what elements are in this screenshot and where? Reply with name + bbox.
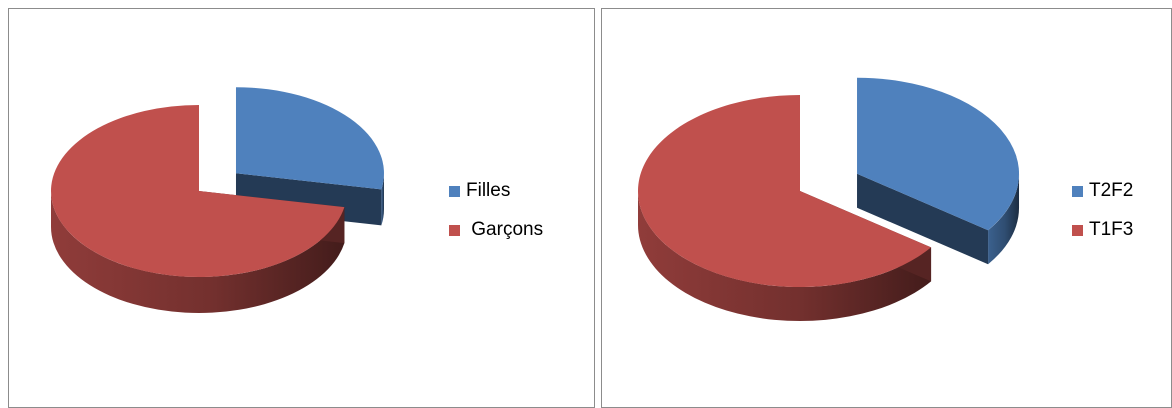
pie-slice-side xyxy=(381,173,384,226)
pie-slice-side xyxy=(638,191,932,322)
pie-slice-top xyxy=(857,77,1020,231)
legend-left: Filles Garçons xyxy=(449,179,543,257)
chart-panel-right: T2F2 T1F3 xyxy=(601,8,1172,408)
pie-slice xyxy=(638,95,932,322)
legend-item: Filles xyxy=(449,179,543,203)
legend-label: Garçons xyxy=(466,219,544,240)
legend-swatch xyxy=(1072,224,1083,236)
legend-right: T2F2 T1F3 xyxy=(1072,179,1133,257)
pie-slice xyxy=(50,105,345,314)
pie-chart-left xyxy=(50,87,384,314)
legend-label: T1F3 xyxy=(1089,219,1134,240)
pie-slice-side xyxy=(51,191,345,314)
legend-item: T2F2 xyxy=(1072,179,1133,203)
legend-item: T1F3 xyxy=(1072,218,1133,242)
legend-item: Garçons xyxy=(449,218,543,242)
legend-label: T2F2 xyxy=(1089,180,1134,201)
legend-swatch xyxy=(449,185,460,197)
pie-slice-face xyxy=(857,173,989,265)
chart-panel-left: Filles Garçons xyxy=(8,8,595,408)
pie-slice xyxy=(857,77,1020,265)
legend-swatch xyxy=(449,224,460,236)
pie-slice-top xyxy=(638,95,932,288)
pie-slice-top xyxy=(50,105,345,278)
pie-slice-top xyxy=(235,87,384,190)
legend-swatch xyxy=(1072,185,1083,197)
legend-label: Filles xyxy=(466,180,511,201)
pie-chart-right xyxy=(638,77,1020,322)
pie-slice-side xyxy=(988,173,1020,265)
